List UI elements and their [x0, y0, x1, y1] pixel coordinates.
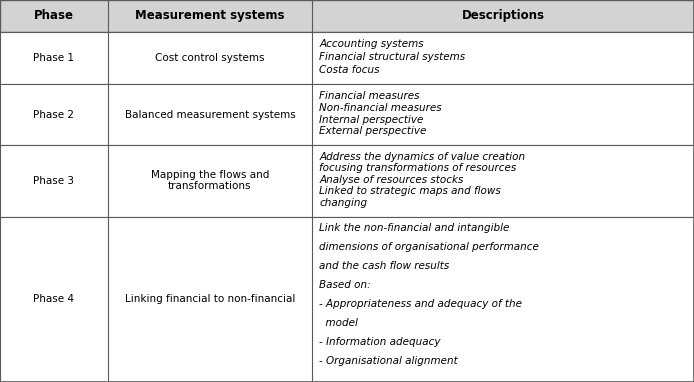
- Text: Linked to strategic maps and flows: Linked to strategic maps and flows: [319, 186, 501, 196]
- Bar: [0, 145, 694, 217]
- Text: Linking financial to non-financial: Linking financial to non-financial: [125, 294, 295, 304]
- Text: Internal perspective: Internal perspective: [319, 115, 423, 125]
- Bar: [0, 0, 694, 32]
- Text: and the cash flow results: and the cash flow results: [319, 261, 450, 271]
- Text: Analyse of resources stocks: Analyse of resources stocks: [319, 175, 464, 185]
- Text: Financial structural systems: Financial structural systems: [319, 52, 466, 62]
- Text: Measurement systems: Measurement systems: [135, 9, 285, 23]
- Text: Mapping the flows and
transformations: Mapping the flows and transformations: [151, 170, 269, 191]
- Text: - Information adequacy: - Information adequacy: [319, 337, 441, 347]
- Text: Balanced measurement systems: Balanced measurement systems: [124, 110, 296, 120]
- Text: changing: changing: [319, 198, 367, 208]
- Text: Based on:: Based on:: [319, 280, 371, 290]
- Text: Descriptions: Descriptions: [462, 9, 545, 23]
- Text: Phase: Phase: [34, 9, 74, 23]
- Bar: [0, 217, 694, 382]
- Text: Link the non-financial and intangible: Link the non-financial and intangible: [319, 223, 509, 233]
- Text: - Organisational alignment: - Organisational alignment: [319, 356, 458, 366]
- Text: model: model: [319, 318, 358, 328]
- Text: Phase 1: Phase 1: [33, 53, 74, 63]
- Text: Non-financial measures: Non-financial measures: [319, 103, 442, 113]
- Text: Phase 4: Phase 4: [33, 294, 74, 304]
- Text: focusing transformations of resources: focusing transformations of resources: [319, 163, 516, 173]
- Text: Financial measures: Financial measures: [319, 91, 420, 101]
- Text: External perspective: External perspective: [319, 126, 427, 136]
- Text: dimensions of organisational performance: dimensions of organisational performance: [319, 243, 539, 253]
- Text: Phase 2: Phase 2: [33, 110, 74, 120]
- Text: Costa focus: Costa focus: [319, 65, 380, 74]
- Bar: [0, 32, 694, 84]
- Text: Cost control systems: Cost control systems: [155, 53, 264, 63]
- Text: Accounting systems: Accounting systems: [319, 39, 424, 49]
- Text: Phase 3: Phase 3: [33, 176, 74, 186]
- Text: - Appropriateness and adequacy of the: - Appropriateness and adequacy of the: [319, 299, 523, 309]
- Bar: [0, 84, 694, 145]
- Text: Address the dynamics of value creation: Address the dynamics of value creation: [319, 152, 525, 162]
